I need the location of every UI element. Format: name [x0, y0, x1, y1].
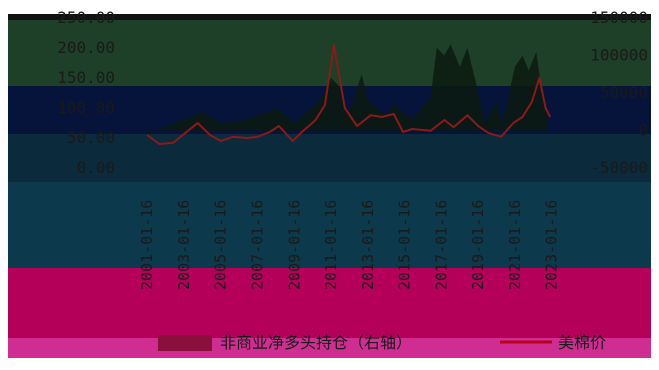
right-tick-label: 0	[638, 121, 648, 140]
band-mid	[8, 134, 651, 184]
left-axis-ticks: 250.00 200.00 150.00 100.00 50.00 0.00	[57, 8, 115, 177]
x-tick-label: 2007-01-16	[249, 200, 267, 290]
right-tick-label: 150000	[590, 8, 648, 27]
x-tick-label: 2001-01-16	[138, 200, 156, 290]
left-tick-label: 200.00	[57, 38, 115, 57]
legend: 非商业净多头持仓（右轴） 美棉价	[158, 333, 606, 352]
right-tick-label: 50000	[600, 83, 648, 102]
legend-label-line: 美棉价	[558, 333, 606, 352]
x-tick-label: 2009-01-16	[285, 200, 303, 290]
band-lower	[8, 182, 651, 270]
plot-area	[146, 44, 551, 145]
x-tick-label: 2015-01-16	[396, 200, 414, 290]
left-tick-label: 150.00	[57, 68, 115, 87]
series-area-net-long	[147, 44, 548, 135]
right-axis-ticks: 150000 100000 50000 0 -50000	[590, 8, 648, 177]
top-border	[8, 14, 651, 20]
x-tick-label: 2003-01-16	[175, 200, 193, 290]
x-axis-ticks: 2001-01-16 2003-01-16 2005-01-16 2007-01-16…	[138, 200, 561, 290]
series-line-cotton-price	[146, 44, 551, 145]
legend-label-area: 非商业净多头持仓（右轴）	[220, 333, 412, 352]
right-tick-label: 100000	[590, 46, 648, 65]
band-pink	[8, 268, 651, 340]
x-tick-label: 2023-01-16	[543, 200, 561, 290]
left-tick-label: 50.00	[67, 128, 115, 147]
legend-swatch-area	[158, 335, 212, 351]
x-tick-label: 2017-01-16	[432, 200, 450, 290]
x-tick-label: 2013-01-16	[359, 200, 377, 290]
x-tick-label: 2011-01-16	[322, 200, 340, 290]
left-tick-label: 250.00	[57, 8, 115, 27]
right-tick-label: -50000	[590, 158, 648, 177]
x-tick-label: 2021-01-16	[506, 200, 524, 290]
x-tick-label: 2005-01-16	[212, 200, 230, 290]
x-tick-label: 2019-01-16	[469, 200, 487, 290]
left-tick-label: 100.00	[57, 98, 115, 117]
left-tick-label: 0.00	[76, 158, 115, 177]
